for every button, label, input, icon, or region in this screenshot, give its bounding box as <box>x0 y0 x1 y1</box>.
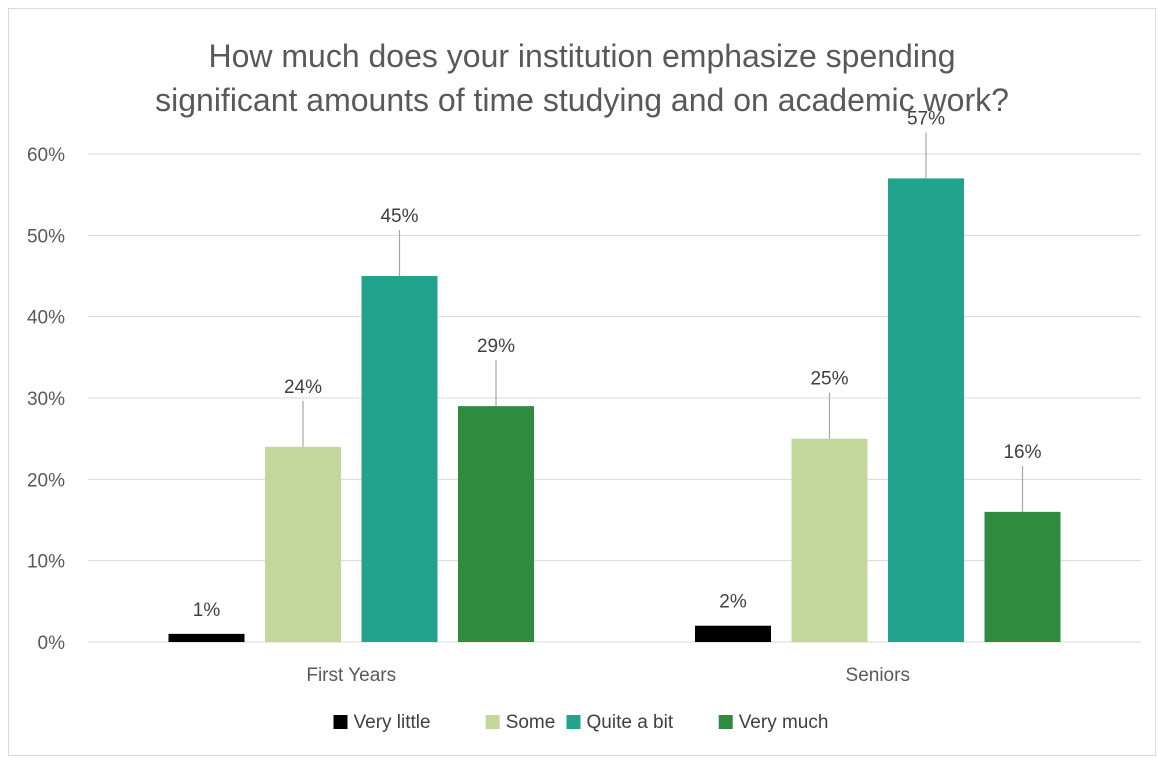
y-tick-label: 30% <box>27 389 65 410</box>
bar-very-little-seniors <box>695 625 771 642</box>
chart-title-line-1: How much does your institution emphasize… <box>208 38 955 74</box>
legend-swatch <box>718 715 733 729</box>
legend-swatch <box>333 715 348 729</box>
data-label: 1% <box>193 600 221 621</box>
gridlines <box>88 153 1141 643</box>
category-label: Seniors <box>846 665 910 686</box>
legend-item-some: Some <box>485 712 556 733</box>
y-tick-label: 50% <box>27 226 65 247</box>
data-label: 45% <box>380 206 418 227</box>
data-label: 2% <box>719 592 747 613</box>
legend-swatch <box>566 715 581 729</box>
chart-title-line-2: significant amounts of time studying and… <box>155 82 1009 118</box>
legend-label: Very little <box>354 712 431 733</box>
y-tick-label: 40% <box>27 308 65 329</box>
data-label: 16% <box>1003 442 1041 463</box>
x-axis-categories: First Years Seniors <box>306 665 910 686</box>
legend-label: Very much <box>739 712 829 733</box>
bars <box>168 178 1061 642</box>
data-label: 24% <box>284 377 322 398</box>
data-labels: 1% 24% 45% 29% 2% 25% 57% 16% <box>193 108 1042 620</box>
label-leader-lines <box>302 132 1024 512</box>
data-label: 57% <box>907 108 945 129</box>
bar-very-little-first-years <box>168 633 245 642</box>
category-label: First Years <box>306 665 396 686</box>
bar-quite-a-bit-seniors <box>888 178 964 642</box>
chart-area: How much does your institution emphasize… <box>8 8 1156 756</box>
y-tick-label: 10% <box>27 552 65 573</box>
data-label: 29% <box>477 336 515 357</box>
data-label: 25% <box>810 369 848 390</box>
y-axis-ticks: 0% 10% 20% 30% 40% 50% 60% <box>27 145 65 654</box>
legend-item-quite-a-bit: Quite a bit <box>566 712 674 733</box>
legend-item-very-little: Very little <box>333 712 431 733</box>
y-tick-label: 20% <box>27 470 65 491</box>
bar-very-much-first-years <box>458 406 534 642</box>
bar-some-seniors <box>791 438 868 642</box>
legend: Very little Some Quite a bit Very much <box>333 712 829 733</box>
legend-swatch <box>485 715 500 729</box>
bar-some-first-years <box>265 446 341 642</box>
legend-item-very-much: Very much <box>718 712 829 733</box>
bar-quite-a-bit-first-years <box>361 276 438 642</box>
y-tick-label: 60% <box>27 145 65 166</box>
bar-chart: How much does your institution emphasize… <box>27 38 1141 733</box>
legend-label: Some <box>506 712 556 733</box>
bar-very-much-seniors <box>984 511 1061 642</box>
legend-label: Quite a bit <box>587 712 674 733</box>
y-tick-label: 0% <box>38 633 66 654</box>
